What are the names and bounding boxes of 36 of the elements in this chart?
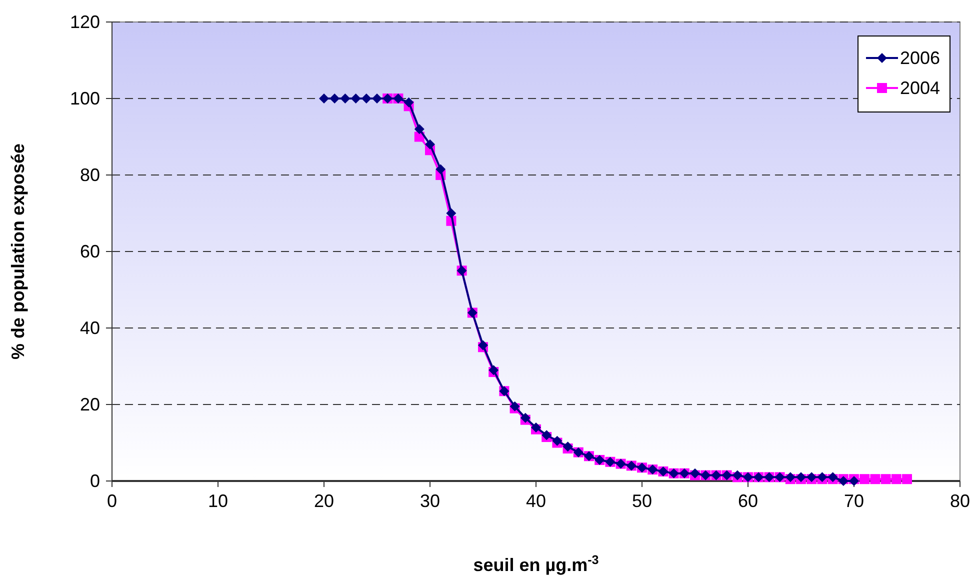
- x-tick-label: 10: [208, 491, 228, 511]
- point: [330, 94, 340, 104]
- legend-label: 2004: [900, 78, 940, 98]
- point: [860, 474, 870, 484]
- x-tick-label: 20: [314, 491, 334, 511]
- x-tick-label: 40: [526, 491, 546, 511]
- x-tick-label: 30: [420, 491, 440, 511]
- point: [350, 94, 361, 104]
- x-tick-label: 80: [950, 491, 970, 511]
- y-tick-label: 80: [80, 165, 100, 185]
- y-tick-label: 120: [70, 12, 100, 32]
- point: [436, 164, 446, 174]
- point: [891, 474, 902, 484]
- point: [361, 94, 372, 104]
- x-axis-title: seuil en µg.m$^{-3}$: [473, 553, 599, 575]
- y-tick-label: 40: [80, 318, 100, 338]
- y-tick-label: 60: [80, 242, 100, 262]
- point: [414, 124, 424, 134]
- point: [340, 94, 350, 104]
- point: [372, 94, 382, 104]
- x-tick-label: 60: [738, 491, 758, 511]
- x-tick-label: 0: [106, 491, 118, 511]
- point: [404, 97, 414, 108]
- y-tick-label: 0: [90, 471, 100, 491]
- point: [425, 139, 435, 150]
- point: [446, 208, 456, 218]
- point: [880, 474, 891, 484]
- y-axis-title: % de population exposée: [8, 143, 28, 360]
- point: [870, 474, 880, 484]
- y-tick-label: 100: [70, 88, 100, 108]
- point: [319, 94, 329, 104]
- x-tick-label: 70: [844, 491, 864, 511]
- y-tick-label: 20: [80, 394, 100, 414]
- point: [902, 474, 912, 484]
- legend-label: 2006: [900, 48, 940, 68]
- x-tick-label: 50: [632, 491, 652, 511]
